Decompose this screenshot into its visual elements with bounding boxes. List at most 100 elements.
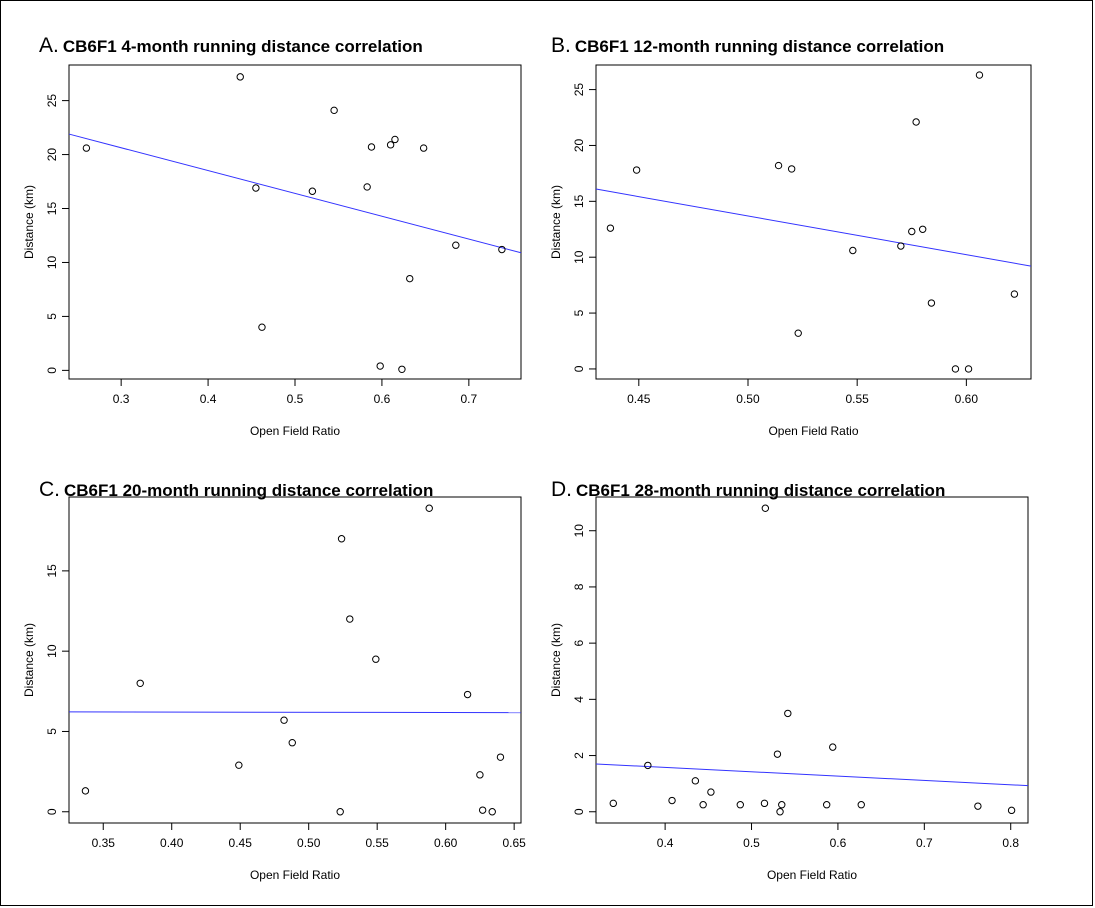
panel-d-y-tick-label: 8 bbox=[572, 583, 586, 590]
panel-a-plot: 0.3 0.4 0.5 0.6 0.7 0 5 10 15 20 25 Open Field Rati… bbox=[22, 64, 522, 438]
panel-a-data-point bbox=[498, 245, 506, 254]
panel-a-data-point bbox=[406, 274, 414, 283]
panel-d-x-tick-label: 0.6 bbox=[830, 836, 847, 850]
panel-c-data-point bbox=[463, 690, 472, 699]
panel-a-data-point bbox=[252, 184, 260, 192]
panel-b-x-tick-label: 0.55 bbox=[845, 392, 869, 406]
panel-d-y-tick-label: 0 bbox=[572, 808, 586, 815]
panel-c-data-point bbox=[235, 761, 243, 769]
panel-d-x-axis-label: Open Field Ratio bbox=[767, 868, 857, 882]
panel-c-data-point bbox=[496, 753, 505, 761]
panel-c-y-tick-label: 15 bbox=[45, 564, 59, 578]
panel-b-letter: B. bbox=[551, 34, 571, 57]
panel-a-y-tick-label: 20 bbox=[45, 148, 59, 162]
panel-a-letter: A. bbox=[39, 34, 59, 57]
panel-d-x-tick-label: 0.4 bbox=[657, 836, 674, 850]
panel-b-y-tick-label: 10 bbox=[572, 250, 586, 264]
panel-a-data-point bbox=[82, 144, 91, 152]
panel-a-x-tick-label: 0.4 bbox=[200, 392, 217, 406]
panel-c-data-point bbox=[372, 655, 380, 663]
panel-c-data-point bbox=[337, 535, 346, 543]
panel-c-data-point bbox=[425, 504, 433, 512]
panel-d: D. CB6F1 28-month running distance correl… bbox=[549, 455, 1095, 907]
panel-c-data-point bbox=[136, 679, 144, 687]
panel-b-data-point bbox=[964, 365, 973, 373]
panel-a-y-tick-label: 5 bbox=[45, 313, 59, 320]
panel-a-data-point bbox=[330, 106, 338, 115]
panel-c-data-point bbox=[346, 615, 354, 623]
panel-a-y-tick-label: 0 bbox=[45, 367, 59, 374]
panel-c-data-point bbox=[280, 716, 288, 724]
panel-d-data-point bbox=[707, 788, 715, 796]
panel-c-y-tick-label: 10 bbox=[45, 644, 59, 658]
panel-b-data-point bbox=[1010, 290, 1019, 298]
panel-c: C. CB6F1 20-month running distance correl… bbox=[1, 455, 549, 907]
panel-b-regression-line bbox=[595, 188, 1032, 267]
panel-b-y-tick-label: 20 bbox=[572, 138, 586, 152]
panel-d-data-point bbox=[857, 801, 865, 809]
panel-a-plot-frame bbox=[68, 64, 522, 380]
panel-b-y-tick-label: 0 bbox=[572, 365, 586, 372]
panel-d-data-point bbox=[736, 801, 744, 809]
panel-c-data-point bbox=[81, 787, 90, 795]
panel-d-plot-frame bbox=[595, 496, 1029, 824]
panel-c-x-tick-label: 0.65 bbox=[502, 836, 526, 850]
panel-a-data-point bbox=[258, 323, 266, 331]
panel-b-plot-frame bbox=[595, 64, 1032, 380]
panel-a-data-point bbox=[452, 241, 460, 249]
panel-d-data-point bbox=[668, 796, 676, 805]
panel-d-letter: D. bbox=[551, 478, 572, 501]
panel-d-x-tick-label: 0.7 bbox=[916, 836, 933, 850]
panel-b-y-tick-label: 5 bbox=[572, 309, 586, 316]
panel-a-x-tick-label: 0.5 bbox=[287, 392, 304, 406]
panel-d-data-point bbox=[644, 761, 652, 770]
panel-c-regression-line bbox=[68, 711, 522, 714]
panel-a-x-tick-label: 0.6 bbox=[374, 392, 391, 406]
panel-a-y-axis-label: Distance (km) bbox=[22, 185, 36, 259]
panel-a-x-tick-label: 0.7 bbox=[461, 392, 478, 406]
panel-a-x-tick-label: 0.3 bbox=[113, 392, 130, 406]
panel-d-data-point bbox=[609, 799, 617, 808]
panel-b-data-point bbox=[794, 329, 802, 337]
panel-d-title: D. CB6F1 28-month running distance correl… bbox=[551, 478, 945, 502]
panel-c-x-tick-label: 0.60 bbox=[434, 836, 458, 850]
panel-d-data-point bbox=[822, 801, 831, 809]
panel-b-data-point bbox=[975, 71, 984, 79]
panel-a: A. CB6F1 4-month running distance correla… bbox=[1, 1, 549, 455]
panel-a-data-point bbox=[363, 183, 371, 191]
panel-b-x-tick-label: 0.45 bbox=[627, 392, 651, 406]
panel-c-data-point bbox=[476, 771, 484, 779]
panel-a-y-tick-label: 10 bbox=[45, 255, 59, 269]
panel-b-data-point bbox=[849, 246, 857, 255]
panel-b: B. CB6F1 12-month running distance correl… bbox=[549, 1, 1095, 455]
panel-b-data-point bbox=[606, 224, 615, 232]
panel-d-data-point bbox=[1007, 806, 1016, 815]
panel-b-data-point bbox=[787, 165, 796, 173]
panel-a-regression-line bbox=[68, 133, 522, 254]
panel-b-data-point bbox=[918, 225, 927, 233]
panel-a-data-point bbox=[376, 362, 384, 370]
panel-d-plot: 0.4 0.5 0.6 0.7 0.8 0 2 4 6 8 10 Open Field Ratio Di… bbox=[549, 496, 1029, 882]
panel-c-plot: 0.35 0.40 0.45 0.50 0.55 0.60 0.65 0 5 10 15 Open F… bbox=[22, 496, 526, 882]
panel-d-data-point bbox=[776, 808, 784, 816]
panel-b-y-axis-label: Distance (km) bbox=[549, 185, 563, 259]
panel-b-x-tick-label: 0.60 bbox=[955, 392, 979, 406]
panel-b-data-point bbox=[632, 166, 641, 174]
panel-c-data-point bbox=[336, 808, 344, 816]
panel-d-regression-line bbox=[595, 763, 1029, 787]
panel-d-data-point bbox=[974, 802, 982, 810]
panel-d-y-axis-label: Distance (km) bbox=[549, 623, 563, 697]
panel-c-y-tick-label: 0 bbox=[45, 808, 59, 815]
panel-c-title: C. CB6F1 20-month running distance correl… bbox=[39, 478, 433, 502]
panel-d-data-point bbox=[778, 801, 786, 809]
panel-b-x-axis-label: Open Field Ratio bbox=[768, 424, 858, 438]
panel-d-data-point bbox=[773, 750, 782, 758]
panel-c-y-tick-label: 5 bbox=[45, 728, 59, 735]
panel-a-data-point bbox=[308, 187, 317, 195]
panel-a-data-point bbox=[391, 135, 399, 144]
panel-b-data-point bbox=[927, 299, 936, 307]
panel-a-data-point bbox=[419, 144, 428, 152]
panel-d-data-point bbox=[760, 799, 769, 808]
panel-c-data-point bbox=[478, 806, 487, 814]
